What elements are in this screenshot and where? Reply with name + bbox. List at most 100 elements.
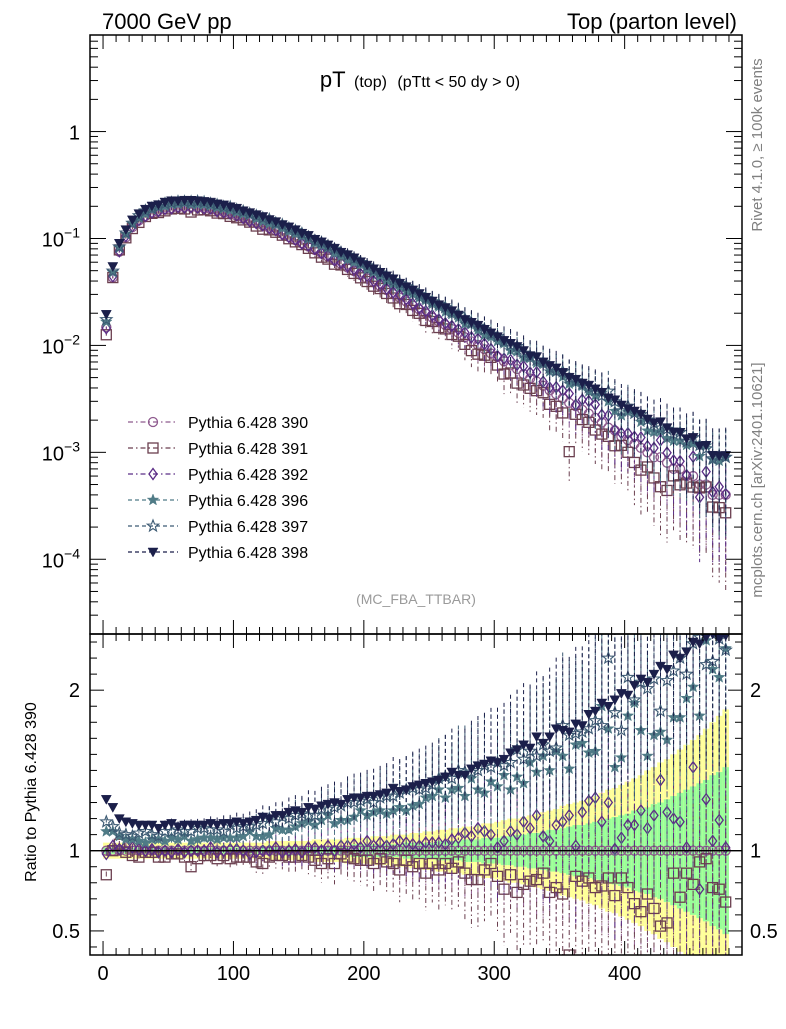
data-point xyxy=(648,418,660,429)
ratio-point xyxy=(101,847,112,861)
ratio-point xyxy=(427,836,438,850)
ratio-point xyxy=(244,817,256,828)
x-tick-label: 300 xyxy=(478,963,511,985)
ratio-point xyxy=(492,840,503,855)
legend-marker xyxy=(147,547,159,558)
ratio-point xyxy=(661,665,673,675)
ratio-point xyxy=(276,811,288,821)
plot-title-sub2: (pTtt < 50 dy > 0) xyxy=(397,74,520,91)
data-point xyxy=(447,319,457,333)
ratio-point xyxy=(694,882,705,896)
ratio-point xyxy=(375,836,385,850)
y-tick-base: 10 xyxy=(42,550,64,572)
ratio-point xyxy=(720,840,731,855)
ratio-point xyxy=(336,839,346,853)
ratio-point xyxy=(544,834,555,848)
data-point xyxy=(492,349,503,363)
ratio-point xyxy=(170,822,186,836)
side-text-mcplots: mcplots.cern.ch [arXiv:2401.10621] xyxy=(749,362,766,597)
ratio-point xyxy=(355,793,367,804)
ratio-point xyxy=(465,764,477,775)
x-tick-label: 200 xyxy=(347,963,380,985)
data-point xyxy=(681,434,693,445)
data-point xyxy=(126,215,138,226)
ratio-point xyxy=(342,795,353,805)
ratio-point xyxy=(576,721,588,731)
ratio-point xyxy=(151,828,166,843)
ratio-y-tick-label-right: 0.5 xyxy=(750,921,778,943)
data-point xyxy=(557,368,569,378)
side-text-rivet: Rivet 4.1.0, ≥ 100k events xyxy=(749,58,766,231)
ratio-point xyxy=(414,839,425,853)
ratio-point xyxy=(707,834,718,848)
ratio-point xyxy=(362,834,372,848)
ratio-point xyxy=(263,814,275,825)
ratio-point xyxy=(464,764,479,779)
ratio-point xyxy=(453,831,464,845)
y-tick-base: 10 xyxy=(42,336,64,358)
legend-marker xyxy=(147,416,159,428)
ratio-point xyxy=(322,799,334,810)
data-point xyxy=(531,352,543,363)
ratio-point xyxy=(479,759,490,770)
ratio-point xyxy=(479,824,490,839)
plot-title: pT (top) (pTtt < 50 dy > 0) xyxy=(320,67,520,92)
ratio-point xyxy=(147,842,157,856)
y-tick-exponent: −1 xyxy=(64,224,80,240)
y-tick-label: 10−3 xyxy=(42,438,80,465)
data-point xyxy=(460,325,470,340)
ratio-point xyxy=(609,695,621,706)
data-point xyxy=(512,358,522,372)
ratio-point xyxy=(478,864,491,876)
data-point xyxy=(159,197,171,208)
ratio-point xyxy=(629,818,640,832)
ratio-point xyxy=(524,743,536,754)
ratio-point xyxy=(512,828,522,842)
ratio-point xyxy=(100,869,112,881)
ratio-point xyxy=(381,788,393,799)
analysis-label: (MC_FBA_TTBAR) xyxy=(356,591,476,607)
ratio-point xyxy=(687,878,699,891)
ratio-point xyxy=(394,864,406,876)
ratio-point xyxy=(407,782,419,792)
data-point xyxy=(146,201,158,212)
ratio-point xyxy=(440,837,451,851)
data-point xyxy=(401,292,412,306)
data-point xyxy=(440,316,451,330)
data-point xyxy=(538,375,548,389)
data-point xyxy=(125,215,140,230)
ratio-point xyxy=(271,840,281,855)
ratio-point xyxy=(185,861,197,873)
ratio-point xyxy=(224,819,236,829)
ratio-point xyxy=(614,722,629,737)
data-point xyxy=(105,263,120,278)
ratio-point xyxy=(589,706,601,717)
ratio-point xyxy=(635,906,647,918)
series-main-s397 xyxy=(99,193,733,537)
y-tick-label: 10−1 xyxy=(42,224,80,251)
ratio-point xyxy=(262,827,276,841)
header-left: 7000 GeV pp xyxy=(102,9,232,34)
ratio-y-tick-label-left: 0.5 xyxy=(52,921,80,943)
main-panel-series xyxy=(99,193,733,592)
y-tick-exponent: −2 xyxy=(64,331,80,347)
data-point xyxy=(590,398,601,412)
data-point xyxy=(99,311,114,326)
legend-marker xyxy=(148,467,158,481)
data-point xyxy=(100,310,112,320)
legend-label: Pythia 6.428 396 xyxy=(188,493,308,510)
data-point xyxy=(367,280,380,292)
data-point xyxy=(453,322,464,336)
data-point xyxy=(473,332,483,346)
ratio-point xyxy=(640,681,655,695)
ratio-point xyxy=(466,829,477,843)
ratio-point xyxy=(597,815,607,829)
ratio-point xyxy=(400,785,412,796)
data-point xyxy=(107,262,119,272)
ratio-point xyxy=(654,920,667,932)
series-main-s396 xyxy=(99,196,733,537)
data-point xyxy=(498,368,510,380)
data-point xyxy=(674,428,686,438)
